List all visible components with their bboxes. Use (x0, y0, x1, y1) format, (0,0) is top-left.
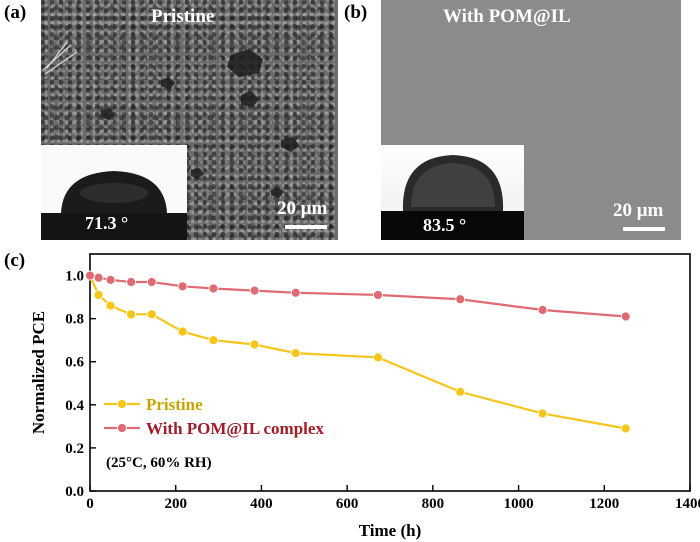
x-axis-title: Time (h) (359, 521, 422, 540)
sem-image-pristine: Pristine 71.3 ° 20 μm (41, 0, 338, 240)
series-point-0 (126, 309, 137, 320)
series-point-1 (146, 277, 157, 287)
x-tick-label: 800 (422, 496, 445, 512)
series-point-1 (249, 285, 260, 296)
legend-label-1: With POM@IL complex (146, 419, 324, 438)
series-point-0 (373, 352, 383, 363)
series-point-1 (620, 311, 631, 322)
scale-bar-label-b: 20 μm (613, 200, 664, 221)
y-tick-label: 1.0 (65, 269, 84, 285)
series-point-1 (290, 287, 301, 298)
panel-b-label: (b) (344, 2, 368, 23)
scale-bar-label-a: 20 μm (277, 198, 328, 219)
series-point-1 (85, 270, 95, 281)
panel-a-title: Pristine (151, 6, 215, 27)
x-tick-label: 0 (86, 496, 94, 512)
x-tick-label: 200 (164, 496, 187, 512)
series-point-0 (93, 290, 104, 300)
contact-angle-inset-pristine: 71.3 ° (41, 145, 187, 240)
panel-c-label: (c) (4, 250, 26, 271)
panel-a-label: (a) (4, 2, 27, 23)
x-tick-label: 600 (336, 496, 359, 512)
series-point-1 (105, 274, 116, 285)
series-point-0 (208, 335, 219, 346)
panel-b-title: With POM@IL (443, 6, 571, 27)
contact-angle-pom-il: 83.5 ° (423, 215, 467, 235)
water-droplet-pom-il (381, 155, 524, 240)
sem-image-pom-il: With POM@IL 83.5 ° 20 μm (381, 0, 681, 240)
scale-bar-b (623, 227, 665, 231)
legend-marker-0 (117, 399, 127, 409)
plot-frame (89, 253, 691, 492)
y-tick-label: 0.4 (65, 398, 84, 414)
y-tick-label: 0.8 (65, 312, 84, 328)
series-point-1 (208, 283, 219, 294)
series-point-1 (455, 294, 466, 305)
series-point-1 (177, 281, 188, 292)
series-point-1 (93, 272, 104, 283)
series-point-1 (373, 290, 383, 300)
x-tick-label: 1000 (504, 496, 534, 512)
contact-angle-pristine: 71.3 ° (85, 213, 129, 233)
series-point-0 (249, 339, 260, 350)
series-point-0 (620, 423, 631, 434)
x-tick-label: 1200 (589, 496, 619, 512)
series-point-1 (126, 277, 137, 287)
y-tick-label: 0.2 (65, 441, 84, 457)
series-point-0 (105, 300, 116, 311)
series-point-0 (146, 309, 157, 320)
scale-bar-a (285, 225, 327, 229)
legend-marker-1 (117, 423, 127, 433)
water-droplet-pristine (41, 171, 187, 240)
x-tick-label: 400 (250, 496, 273, 512)
y-axis-title: Normalized PCE (29, 311, 48, 434)
y-tick-label: 0.6 (65, 355, 84, 371)
series-point-0 (290, 348, 301, 359)
condition-annotation: (25°C, 60% RH) (106, 455, 212, 471)
series-point-0 (537, 408, 548, 419)
series-point-0 (455, 386, 466, 397)
contact-angle-inset-pom-il: 83.5 ° (381, 145, 524, 240)
y-tick-label: 0.0 (65, 484, 84, 500)
legend-label-0: Pristine (146, 395, 203, 414)
sem-texture-pristine (42, 41, 299, 198)
series-point-1 (537, 305, 548, 315)
series-point-0 (177, 326, 188, 337)
